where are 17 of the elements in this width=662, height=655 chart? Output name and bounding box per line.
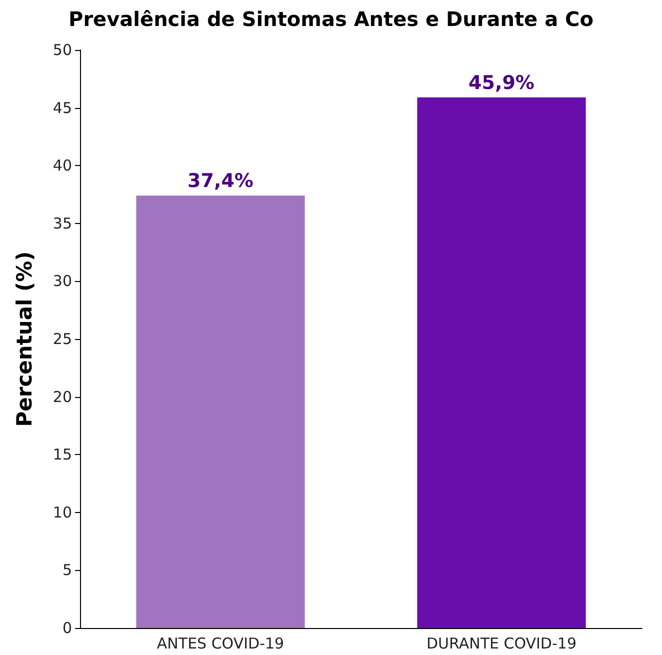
y-tick-label: 30 [52,272,72,290]
y-tick-label: 40 [52,156,72,175]
y-tick-label: 25 [52,330,72,348]
data-label: 45,9% [468,72,534,94]
y-tick-label: 10 [52,503,72,522]
y-tick-label: 15 [52,446,72,464]
chart-title: Prevalência de Sintomas Antes e Durante a Co [68,7,594,31]
y-tick-label: 0 [62,619,72,637]
x-tick-label: ANTES COVID-19 [156,634,284,652]
y-tick-label: 45 [52,98,72,117]
y-tick-label: 35 [52,214,72,232]
y-tick-label: 20 [52,388,72,406]
y-tick-label: 50 [52,41,72,59]
data-label: 37,4% [188,170,254,192]
y-tick-label: 5 [62,561,72,580]
x-tick-label: DURANTE COVID-19 [426,634,576,652]
y-axis-title: Percentual (%) [12,251,36,427]
